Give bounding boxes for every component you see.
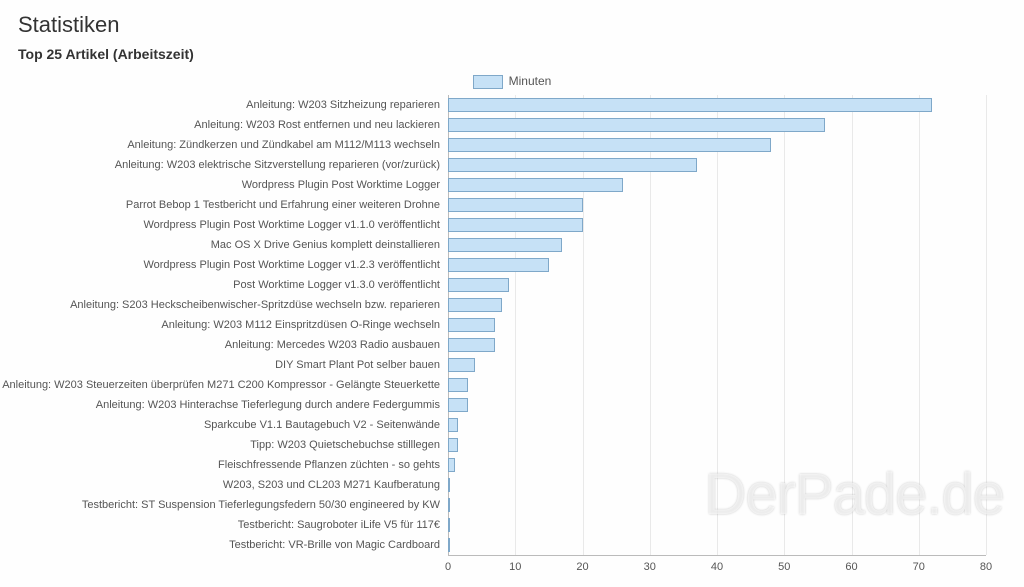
bar xyxy=(448,498,450,512)
x-axis-tick-label: 0 xyxy=(445,561,451,573)
bar-label: Testbericht: Saugroboter iLife V5 für 11… xyxy=(238,518,448,532)
bar-row: DIY Smart Plant Pot selber bauen xyxy=(448,358,986,372)
bar-row: Anleitung: W203 Hinterachse Tieferlegung… xyxy=(448,398,986,412)
bar-label: Anleitung: W203 elektrische Sitzverstell… xyxy=(115,158,448,172)
bar-label: Parrot Bebop 1 Testbericht und Erfahrung… xyxy=(126,198,448,212)
bar-row: Wordpress Plugin Post Worktime Logger v1… xyxy=(448,218,986,232)
legend-label: Minuten xyxy=(509,74,552,88)
bar-row: Anleitung: W203 Rost entfernen und neu l… xyxy=(448,118,986,132)
bar-row: Fleischfressende Pflanzen züchten - so g… xyxy=(448,458,986,472)
bar-row: Anleitung: W203 Steuerzeiten überprüfen … xyxy=(448,378,986,392)
legend-swatch xyxy=(473,75,503,89)
bar xyxy=(448,398,468,412)
x-axis-tick-label: 30 xyxy=(644,561,656,573)
bar-label: Anleitung: W203 M112 Einspritzdüsen O-Ri… xyxy=(161,318,448,332)
bar xyxy=(448,538,450,552)
x-axis-tick-label: 20 xyxy=(576,561,588,573)
bar xyxy=(448,218,583,232)
bar-label: Tipp: W203 Quietschebuchse stilllegen xyxy=(250,438,448,452)
bar xyxy=(448,378,468,392)
bar-label: DIY Smart Plant Pot selber bauen xyxy=(275,358,448,372)
bar xyxy=(448,278,509,292)
bar-label: Testbericht: ST Suspension Tieferlegungs… xyxy=(82,498,448,512)
bar xyxy=(448,258,549,272)
bar-label: Sparkcube V1.1 Bautagebuch V2 - Seitenwä… xyxy=(204,418,448,432)
bar xyxy=(448,198,583,212)
bar xyxy=(448,458,455,472)
x-axis-tick-label: 60 xyxy=(845,561,857,573)
bar-row: Testbericht: VR-Brille von Magic Cardboa… xyxy=(448,538,986,552)
bar-row: W203, S203 und CL203 M271 Kaufberatung xyxy=(448,478,986,492)
bar-label: Anleitung: W203 Steuerzeiten überprüfen … xyxy=(2,378,448,392)
bar xyxy=(448,478,450,492)
bar xyxy=(448,438,458,452)
x-axis-tick-label: 10 xyxy=(509,561,521,573)
gridline xyxy=(986,95,987,555)
bar-label: Mac OS X Drive Genius komplett deinstall… xyxy=(211,238,448,252)
bar xyxy=(448,518,450,532)
bar-row: Anleitung: Mercedes W203 Radio ausbauen xyxy=(448,338,986,352)
bar-row: Anleitung: W203 M112 Einspritzdüsen O-Ri… xyxy=(448,318,986,332)
bar-label: Fleischfressende Pflanzen züchten - so g… xyxy=(218,458,448,472)
chart-legend: Minuten xyxy=(18,74,1006,89)
bar-label: Anleitung: W203 Sitzheizung reparieren xyxy=(246,98,448,112)
bar xyxy=(448,178,623,192)
bar-label: Anleitung: S203 Heckscheibenwischer-Spri… xyxy=(70,298,448,312)
bar-row: Wordpress Plugin Post Worktime Logger xyxy=(448,178,986,192)
bar-row: Anleitung: Zündkerzen und Zündkabel am M… xyxy=(448,138,986,152)
bar-row: Sparkcube V1.1 Bautagebuch V2 - Seitenwä… xyxy=(448,418,986,432)
bar-label: Anleitung: Mercedes W203 Radio ausbauen xyxy=(225,338,448,352)
bar xyxy=(448,298,502,312)
x-axis-tick-label: 80 xyxy=(980,561,992,573)
bar xyxy=(448,418,458,432)
bar xyxy=(448,358,475,372)
chart-title: Top 25 Artikel (Arbeitszeit) xyxy=(18,46,1006,62)
bar xyxy=(448,338,495,352)
bar-label: Post Worktime Logger v1.3.0 veröffentlic… xyxy=(233,278,448,292)
bar-row: Mac OS X Drive Genius komplett deinstall… xyxy=(448,238,986,252)
bar-row: Wordpress Plugin Post Worktime Logger v1… xyxy=(448,258,986,272)
x-axis-tick-label: 50 xyxy=(778,561,790,573)
bar xyxy=(448,98,932,112)
bar-label: Wordpress Plugin Post Worktime Logger v1… xyxy=(143,258,448,272)
bar-label: Anleitung: Zündkerzen und Zündkabel am M… xyxy=(127,138,448,152)
bar-row: Anleitung: W203 elektrische Sitzverstell… xyxy=(448,158,986,172)
bar xyxy=(448,238,562,252)
bar-row: Testbericht: ST Suspension Tieferlegungs… xyxy=(448,498,986,512)
bar-label: Testbericht: VR-Brille von Magic Cardboa… xyxy=(229,538,448,552)
bar-row: Anleitung: S203 Heckscheibenwischer-Spri… xyxy=(448,298,986,312)
page-title: Statistiken xyxy=(18,12,1006,38)
bar-label: Anleitung: W203 Rost entfernen und neu l… xyxy=(194,118,448,132)
bar-row: Post Worktime Logger v1.3.0 veröffentlic… xyxy=(448,278,986,292)
chart-area: 01020304050607080Anleitung: W203 Sitzhei… xyxy=(448,95,986,556)
bar xyxy=(448,318,495,332)
bar-row: Testbericht: Saugroboter iLife V5 für 11… xyxy=(448,518,986,532)
x-axis-tick-label: 40 xyxy=(711,561,723,573)
bar xyxy=(448,118,825,132)
bar-label: W203, S203 und CL203 M271 Kaufberatung xyxy=(223,478,448,492)
bar-label: Wordpress Plugin Post Worktime Logger v1… xyxy=(143,218,448,232)
bar-row: Anleitung: W203 Sitzheizung reparieren xyxy=(448,98,986,112)
bar-row: Tipp: W203 Quietschebuchse stilllegen xyxy=(448,438,986,452)
bar xyxy=(448,138,771,152)
bar-label: Anleitung: W203 Hinterachse Tieferlegung… xyxy=(96,398,448,412)
bar xyxy=(448,158,697,172)
bar-label: Wordpress Plugin Post Worktime Logger xyxy=(242,178,448,192)
x-axis-tick-label: 70 xyxy=(913,561,925,573)
bar-row: Parrot Bebop 1 Testbericht und Erfahrung… xyxy=(448,198,986,212)
